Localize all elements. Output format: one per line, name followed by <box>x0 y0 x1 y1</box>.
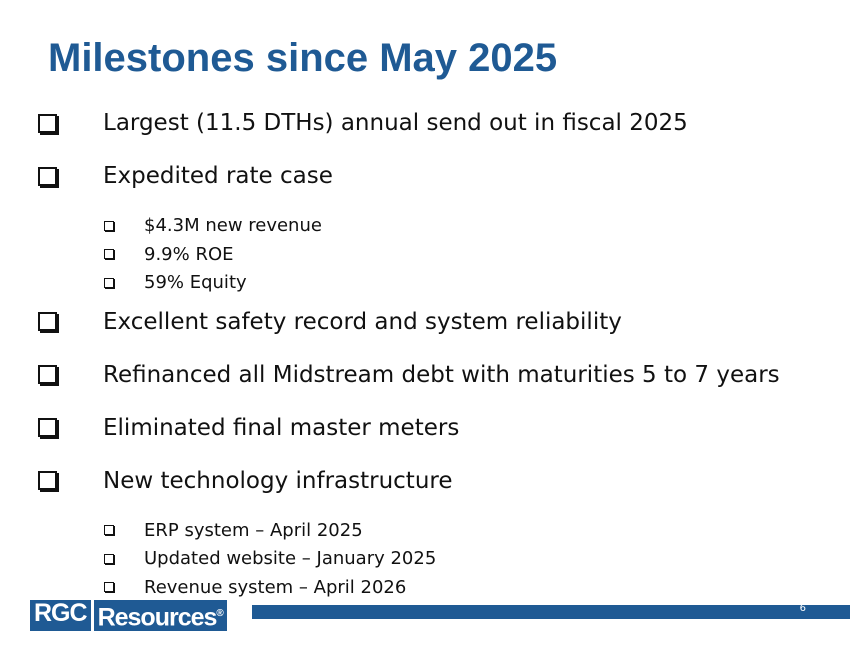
bullet: Expedited rate case <box>38 163 333 189</box>
bullet-text: 59% Equity <box>144 272 247 293</box>
bullet: Eliminated final master meters <box>38 415 459 441</box>
logo: RGC Resources® <box>30 599 227 632</box>
logo-text: Resources <box>97 603 218 632</box>
sub-bullet: Updated website – January 2025 <box>104 548 436 569</box>
bullet: New technology infrastructure <box>38 468 453 494</box>
sub-bullet: Revenue system – April 2026 <box>104 577 406 598</box>
bullet-text: ERP system – April 2025 <box>144 519 363 541</box>
bullet-text: Expedited rate case <box>103 163 333 189</box>
logo-mark: ® <box>216 608 223 619</box>
bullet-text: Refinanced all Midstream debt with matur… <box>103 361 780 388</box>
checkbox-icon <box>104 582 114 592</box>
bullet: Largest (11.5 DTHs) annual send out in f… <box>38 110 688 136</box>
bullet: Refinanced all Midstream debt with matur… <box>38 362 780 388</box>
checkbox-icon <box>38 312 57 331</box>
sub-bullet: ERP system – April 2025 <box>104 520 363 541</box>
sub-bullet: 59% Equity <box>104 272 247 293</box>
logo-right: Resources® <box>93 600 227 632</box>
checkbox-icon <box>104 277 114 288</box>
logo-left: RGC <box>30 599 91 632</box>
slide-title: Milestones since May 2025 <box>48 36 558 80</box>
bullet: Excellent safety record and system relia… <box>38 309 622 335</box>
sub-bullet: 9.9% ROE <box>104 244 234 265</box>
bullet-text: New technology infrastructure <box>103 467 453 494</box>
bullet-text: Excellent safety record and system relia… <box>103 308 622 335</box>
checkbox-icon <box>104 553 114 564</box>
checkbox-icon <box>38 166 57 186</box>
checkbox-icon <box>104 220 114 231</box>
checkbox-icon <box>38 471 57 490</box>
checkbox-icon <box>38 418 57 437</box>
bullet-text: Updated website – January 2025 <box>144 548 437 569</box>
footer-bar <box>252 605 850 619</box>
bullet-text: Largest (11.5 DTHs) annual send out in f… <box>103 110 688 136</box>
checkbox-icon <box>104 249 114 259</box>
bullet-text: Revenue system – April 2026 <box>144 576 407 598</box>
page-number: 6 <box>799 603 806 614</box>
bullet-text: $4.3M new revenue <box>144 215 322 236</box>
sub-bullet: $4.3M new revenue <box>104 215 322 236</box>
bullet-text: Eliminated final master meters <box>103 414 460 441</box>
checkbox-icon <box>38 113 57 133</box>
checkbox-icon <box>38 365 57 384</box>
checkbox-icon <box>104 525 114 535</box>
bullet-text: 9.9% ROE <box>144 243 234 265</box>
